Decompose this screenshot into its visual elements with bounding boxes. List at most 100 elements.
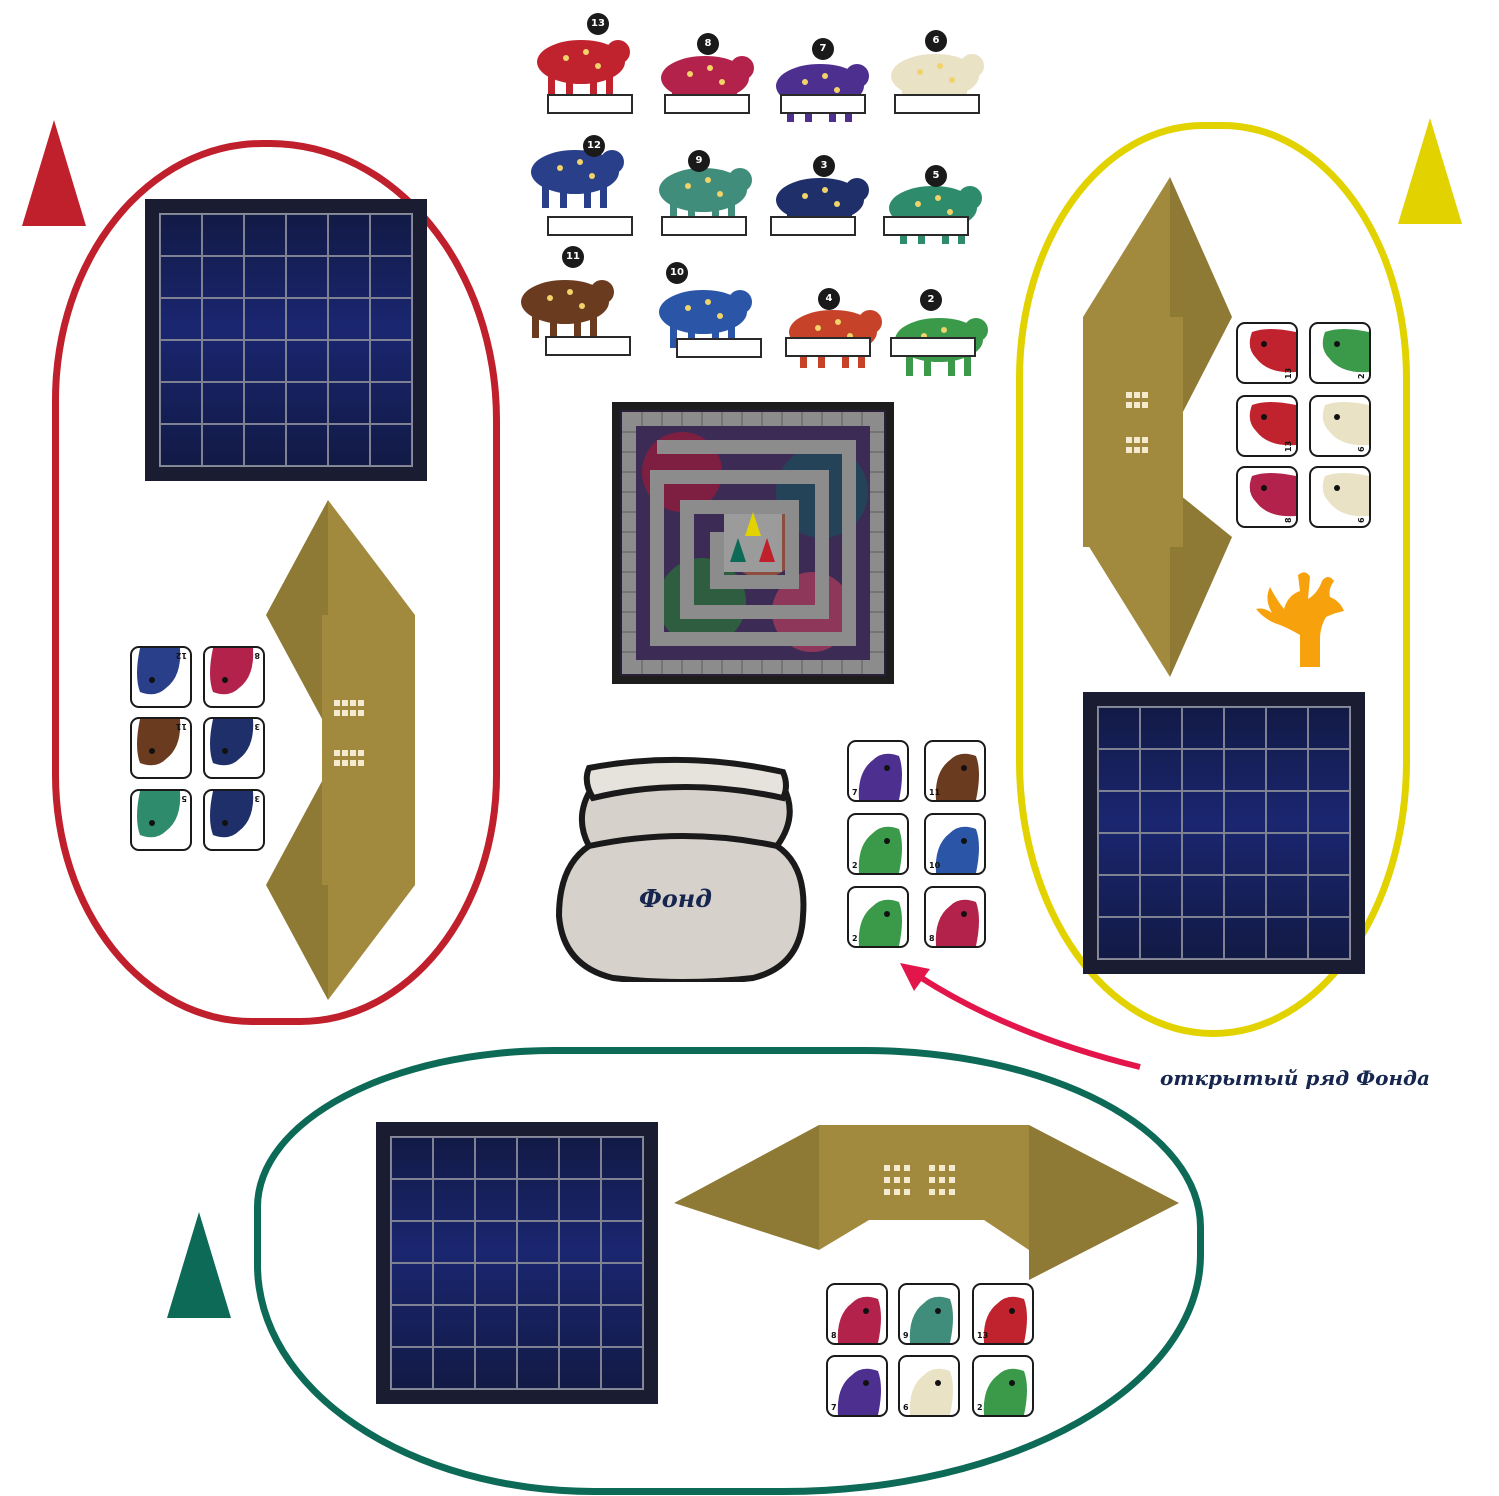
- animal-figure-bull[interactable]: [526, 12, 636, 122]
- grid-cell[interactable]: [475, 1137, 517, 1179]
- grid-cell[interactable]: [328, 424, 370, 466]
- animal-name-slot[interactable]: [661, 216, 747, 236]
- red-player-grid[interactable]: [145, 199, 427, 481]
- animal-name-slot[interactable]: [785, 337, 871, 357]
- grid-cell[interactable]: [160, 340, 202, 382]
- grid-cell[interactable]: [601, 1137, 643, 1179]
- grid-cell[interactable]: [1224, 749, 1266, 791]
- grid-cell[interactable]: [1224, 875, 1266, 917]
- grid-cell[interactable]: [202, 382, 244, 424]
- animal-card[interactable]: 2: [1309, 322, 1371, 384]
- grid-cell[interactable]: [475, 1221, 517, 1263]
- grid-cell[interactable]: [601, 1179, 643, 1221]
- grid-cell[interactable]: [1182, 791, 1224, 833]
- grid-cell[interactable]: [1140, 791, 1182, 833]
- grid-cell[interactable]: [517, 1305, 559, 1347]
- grid-cell[interactable]: [244, 256, 286, 298]
- grid-cell[interactable]: [202, 340, 244, 382]
- green-cone-pawn-icon[interactable]: [167, 1212, 231, 1318]
- yellow-player-grid[interactable]: [1083, 692, 1365, 974]
- animal-card[interactable]: 13: [972, 1283, 1034, 1345]
- grid-cell[interactable]: [1224, 707, 1266, 749]
- grid-cell[interactable]: [202, 214, 244, 256]
- grid-cell[interactable]: [370, 214, 412, 256]
- animal-name-slot[interactable]: [676, 338, 762, 358]
- grid-cell[interactable]: [391, 1179, 433, 1221]
- animal-name-slot[interactable]: [545, 336, 631, 356]
- yellow-cone-pawn-icon[interactable]: [1398, 118, 1462, 224]
- grid-cell[interactable]: [1224, 833, 1266, 875]
- grid-cell[interactable]: [160, 424, 202, 466]
- grid-cell[interactable]: [1140, 917, 1182, 959]
- grid-cell[interactable]: [559, 1305, 601, 1347]
- grid-cell[interactable]: [286, 256, 328, 298]
- animal-card[interactable]: 7: [847, 740, 909, 802]
- grid-cell[interactable]: [244, 340, 286, 382]
- animal-card[interactable]: 2: [972, 1355, 1034, 1417]
- grid-cell[interactable]: [286, 424, 328, 466]
- grid-cell[interactable]: [328, 340, 370, 382]
- grid-cell[interactable]: [601, 1263, 643, 1305]
- grid-cell[interactable]: [1308, 875, 1350, 917]
- grid-cell[interactable]: [475, 1347, 517, 1389]
- grid-cell[interactable]: [1098, 833, 1140, 875]
- animal-figure-boar[interactable]: [648, 262, 758, 372]
- grid-cell[interactable]: [559, 1179, 601, 1221]
- grid-cell[interactable]: [433, 1221, 475, 1263]
- fund-sack-icon[interactable]: [553, 756, 813, 982]
- animal-figure-lynx[interactable]: [648, 140, 758, 250]
- grid-cell[interactable]: [391, 1305, 433, 1347]
- animal-card[interactable]: 9: [898, 1283, 960, 1345]
- grid-cell[interactable]: [1098, 791, 1140, 833]
- grid-cell[interactable]: [1308, 707, 1350, 749]
- animal-name-slot[interactable]: [547, 94, 633, 114]
- grid-cell[interactable]: [1308, 833, 1350, 875]
- grid-cell[interactable]: [244, 214, 286, 256]
- grid-cell[interactable]: [244, 424, 286, 466]
- animal-name-slot[interactable]: [770, 216, 856, 236]
- animal-name-slot[interactable]: [890, 337, 976, 357]
- grid-cell[interactable]: [517, 1221, 559, 1263]
- grid-cell[interactable]: [328, 214, 370, 256]
- grid-cell[interactable]: [1224, 791, 1266, 833]
- animal-card[interactable]: 12: [130, 646, 192, 708]
- animal-figure-moose[interactable]: [520, 122, 630, 232]
- grid-cell[interactable]: [1140, 749, 1182, 791]
- grid-cell[interactable]: [286, 214, 328, 256]
- animal-name-slot[interactable]: [894, 94, 980, 114]
- grid-cell[interactable]: [559, 1347, 601, 1389]
- grid-cell[interactable]: [517, 1179, 559, 1221]
- grid-cell[interactable]: [559, 1137, 601, 1179]
- grid-cell[interactable]: [328, 256, 370, 298]
- grid-cell[interactable]: [475, 1179, 517, 1221]
- animal-figure-bear[interactable]: [510, 252, 620, 362]
- animal-card[interactable]: 10: [924, 813, 986, 875]
- red-cone-pawn-icon[interactable]: [22, 120, 86, 226]
- grid-cell[interactable]: [517, 1263, 559, 1305]
- grid-cell[interactable]: [1098, 707, 1140, 749]
- grid-cell[interactable]: [286, 382, 328, 424]
- grid-cell[interactable]: [160, 382, 202, 424]
- grid-cell[interactable]: [244, 298, 286, 340]
- grid-cell[interactable]: [160, 214, 202, 256]
- grid-cell[interactable]: [1266, 833, 1308, 875]
- grid-cell[interactable]: [370, 256, 412, 298]
- grid-cell[interactable]: [559, 1221, 601, 1263]
- animal-card[interactable]: 6: [1309, 395, 1371, 457]
- grid-cell[interactable]: [601, 1347, 643, 1389]
- grid-cell[interactable]: [1182, 875, 1224, 917]
- grid-cell[interactable]: [391, 1221, 433, 1263]
- grid-cell[interactable]: [1098, 917, 1140, 959]
- animal-card[interactable]: 5: [130, 789, 192, 851]
- grid-cell[interactable]: [1140, 833, 1182, 875]
- grid-cell[interactable]: [1266, 707, 1308, 749]
- grid-cell[interactable]: [1182, 707, 1224, 749]
- animal-card[interactable]: 13: [1236, 322, 1298, 384]
- grid-cell[interactable]: [1266, 749, 1308, 791]
- grid-cell[interactable]: [1098, 875, 1140, 917]
- grid-cell[interactable]: [391, 1347, 433, 1389]
- grid-cell[interactable]: [370, 382, 412, 424]
- grid-cell[interactable]: [1266, 791, 1308, 833]
- animal-card[interactable]: 6: [898, 1355, 960, 1417]
- grid-cell[interactable]: [1098, 749, 1140, 791]
